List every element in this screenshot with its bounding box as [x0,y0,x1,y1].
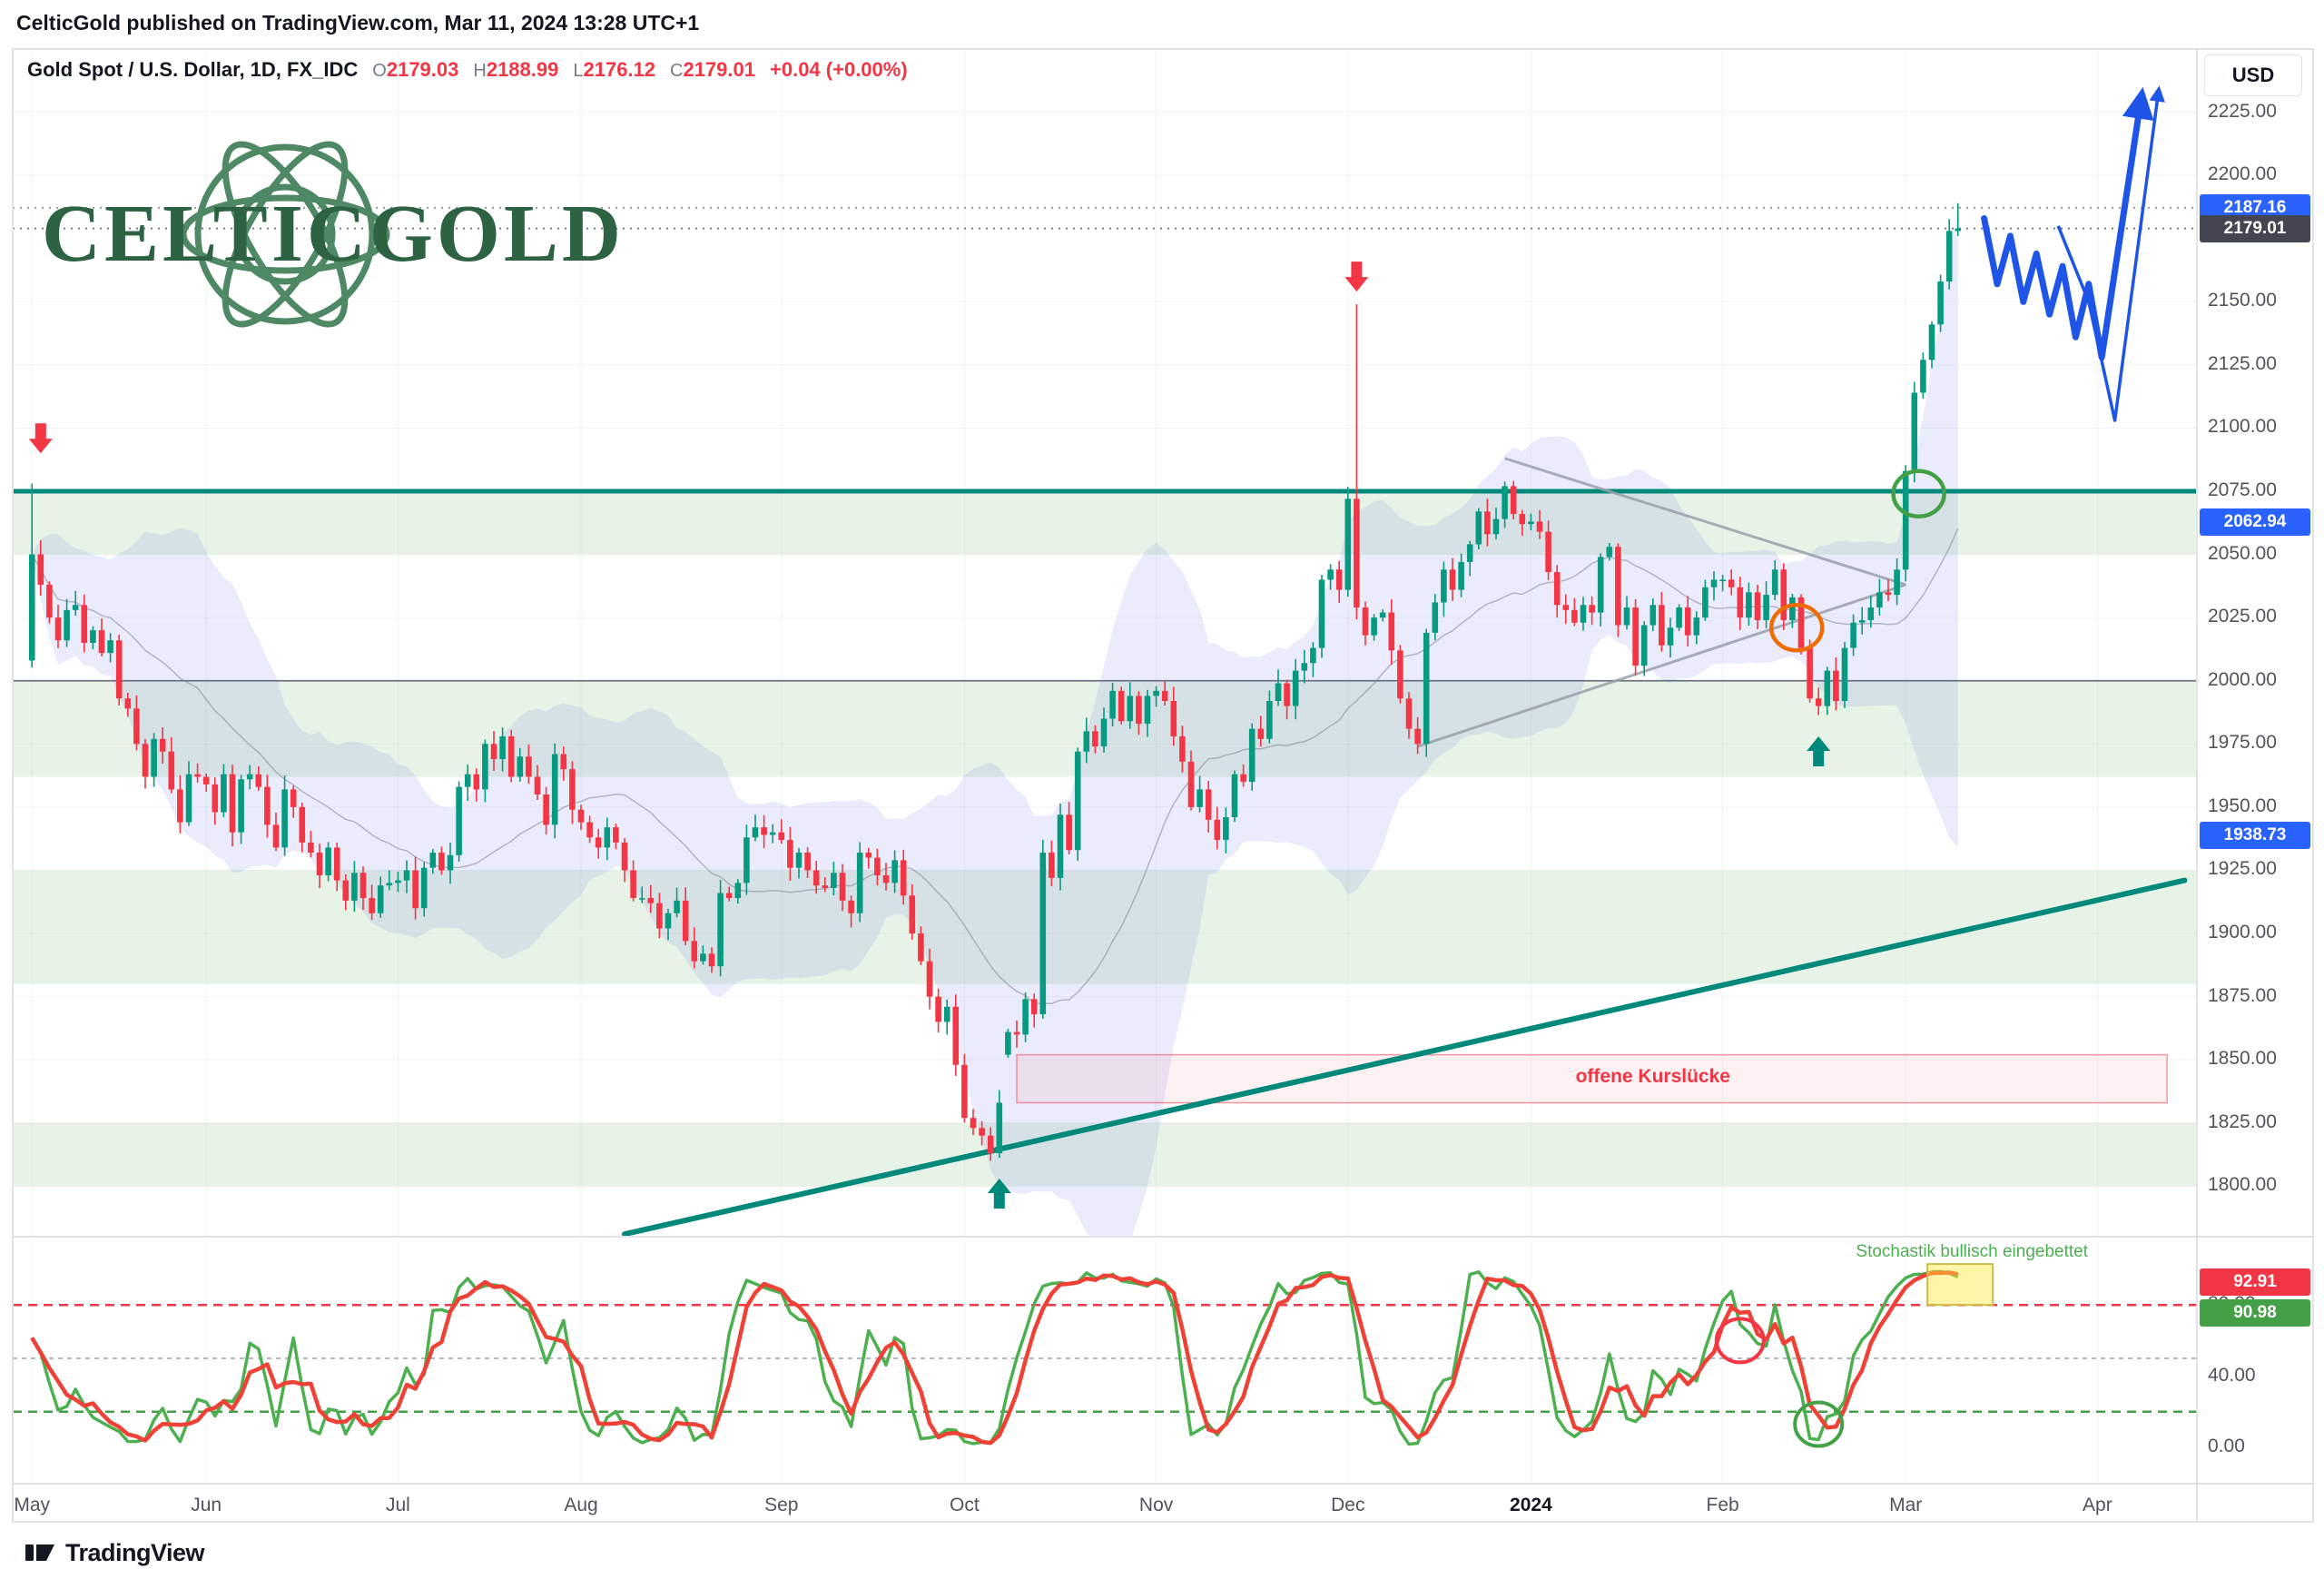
celticgold-watermark: CELTICGOLD [42,189,625,279]
ohlc-open-label: O [372,61,387,81]
price-pane [14,85,2196,1236]
tradingview-brand[interactable]: TradingView [24,1536,205,1569]
price-tick-label: 1925.00 [2208,858,2277,880]
celticgold-knot-icon [180,141,390,328]
price-tick-label: 2100.00 [2208,416,2277,438]
gap-label: offene Kurslücke [1575,1066,1730,1088]
price-tick-label: 2050.00 [2208,542,2277,564]
ohlc-high: H2188.99 [473,58,558,82]
annotation-circle [1768,603,1825,653]
bollinger-cloud [32,209,1958,1236]
price-badge: 1938.73 [2200,822,2310,850]
ohlc-low-label: L [573,61,584,81]
stoch-tick-label: 40.00 [2208,1364,2256,1386]
stochastic-note: Stochastik bullisch eingebettet [1856,1242,2088,1261]
time-axis-label: Nov [1138,1495,1174,1515]
ohlc-high-label: H [473,61,487,81]
ohlc-high-value: 2188.99 [486,58,559,81]
projection-bold [1981,86,2154,360]
price-tick-label: 1900.00 [2208,922,2277,943]
up-arrow [1807,735,1831,766]
price-tick-label: 1825.00 [2208,1110,2277,1132]
annotation-circle [1891,469,1946,519]
change-value: +0.04 (+0.00%) [770,58,908,81]
triangle-line [1417,583,1906,748]
trendline [622,877,2188,1236]
time-axis-label: Sep [764,1495,799,1515]
gap-box [1016,1053,2168,1104]
price-badge: 2062.94 [2200,508,2310,536]
ohlc-close: C2179.01 [670,58,755,82]
stoch-highlight-box [1926,1263,1994,1307]
time-axis-label: May [14,1495,51,1515]
price-tick-label: 2125.00 [2208,352,2277,374]
tradingview-logo-text: TradingView [65,1538,205,1566]
stoch-circle [1714,1317,1766,1365]
price-badge: 2179.01 [2200,214,2310,242]
currency-button[interactable]: USD [2204,54,2302,96]
triangle-line [1504,457,1906,587]
ohlc-open: O2179.03 [372,58,458,82]
stoch-red-line [30,1270,1959,1446]
time-axis-label: Apr [2083,1495,2112,1515]
stoch-green-line [30,1269,1959,1446]
price-tick-label: 2025.00 [2208,606,2277,627]
symbol-legend: Gold Spot / U.S. Dollar, 1D, FX_IDC O217… [27,58,908,82]
time-axis-label: Jun [191,1495,222,1515]
up-arrow [987,1178,1011,1209]
price-tick-label: 2075.00 [2208,479,2277,501]
publish-caption: CelticGold published on TradingView.com,… [16,11,700,35]
frame-layer [12,48,2314,1523]
symbol-title[interactable]: Gold Spot / U.S. Dollar, 1D, FX_IDC [27,58,359,81]
ohlc-close-label: C [670,61,684,81]
price-tick-label: 2000.00 [2208,668,2277,690]
ohlc-low: L2176.12 [573,58,655,82]
stoch-circle [1793,1400,1845,1448]
stoch-badge: 90.98 [2200,1298,2310,1327]
stoch-badge: 92.91 [2200,1268,2310,1296]
candles-layer [28,202,1962,1161]
time-axis-label: 2024 [1510,1495,1552,1515]
bollinger-basis [31,528,1959,1005]
projection-thin [2056,85,2165,422]
time-axis-label: Aug [564,1495,598,1515]
price-tick-label: 1975.00 [2208,732,2277,754]
ohlc-open-value: 2179.03 [386,58,459,81]
price-tick-label: 2225.00 [2208,100,2277,122]
price-tick-label: 1950.00 [2208,794,2277,816]
ohlc-close-value: 2179.01 [683,58,755,81]
stoch-tick-label: 0.00 [2208,1436,2245,1456]
time-axis-label: Mar [1889,1495,1923,1515]
time-axis-label: Jul [385,1495,410,1515]
ohlc-low-value: 2176.12 [583,58,656,81]
down-arrow [28,423,53,454]
time-axis-label: Feb [1706,1495,1739,1515]
price-tick-label: 2200.00 [2208,163,2277,185]
time-axis-label: Oct [950,1495,980,1515]
price-tick-label: 1875.00 [2208,984,2277,1006]
price-tick-label: 1800.00 [2208,1174,2277,1196]
time-axis-label: Dec [1331,1495,1365,1515]
down-arrow [1344,262,1369,292]
price-tick-label: 2150.00 [2208,290,2277,311]
stochastic-pane [14,1263,2196,1448]
tradingview-logo-icon [25,1544,54,1561]
price-tick-label: 1850.00 [2208,1048,2277,1070]
